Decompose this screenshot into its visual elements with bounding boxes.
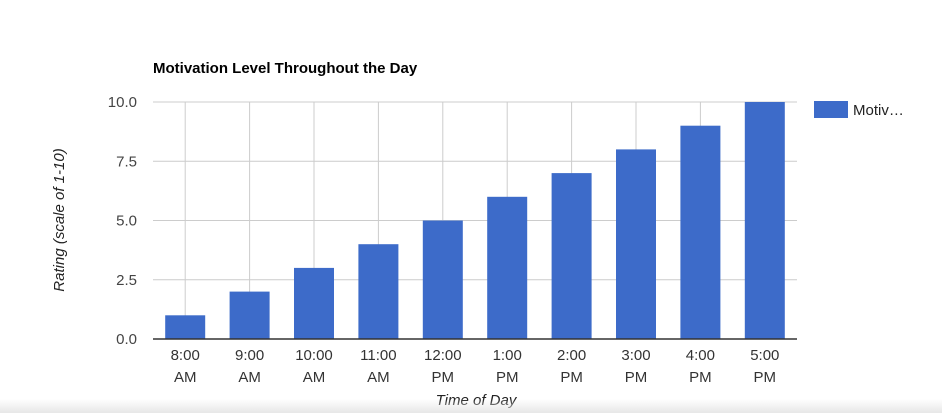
x-tick-label: 1:00 xyxy=(493,347,522,364)
y-tick-label: 0.0 xyxy=(116,331,137,348)
x-tick-label: 9:00 xyxy=(235,347,264,364)
bars xyxy=(165,102,785,339)
x-tick-label: 8:00 xyxy=(171,347,200,364)
bar xyxy=(680,125,721,339)
bar xyxy=(229,291,270,339)
legend-swatch xyxy=(814,101,848,118)
bar xyxy=(551,173,592,339)
y-tick-label: 2.5 xyxy=(116,272,137,289)
x-tick-label: 4:00 xyxy=(686,347,715,364)
y-tick-labels: 0.0 2.5 5.0 7.5 10.0 xyxy=(108,94,137,348)
x-tick-label: PM xyxy=(496,369,519,386)
x-tick-label: 2:00 xyxy=(557,347,586,364)
bar xyxy=(744,102,785,339)
legend-label: Motiv… xyxy=(853,102,904,119)
bar xyxy=(487,196,528,339)
x-tick-label: PM xyxy=(689,369,712,386)
x-tick-label: 10:00 xyxy=(295,347,333,364)
x-tick-label: 11:00 xyxy=(360,347,396,364)
x-tick-label: PM xyxy=(432,369,455,386)
bar xyxy=(165,315,206,339)
bottom-shade xyxy=(0,399,942,413)
bar xyxy=(294,267,334,339)
y-tick-label: 10.0 xyxy=(108,94,137,111)
legend: Motiv… xyxy=(814,101,904,119)
bar xyxy=(358,244,399,339)
y-tick-label: 7.5 xyxy=(116,153,137,170)
bar xyxy=(616,149,656,339)
x-tick-label: PM xyxy=(560,369,583,386)
x-tick-label: PM xyxy=(625,369,648,386)
x-tick-label: AM xyxy=(303,369,326,386)
x-tick-label: AM xyxy=(174,369,197,386)
x-tick-label: AM xyxy=(367,369,390,386)
x-tick-label: AM xyxy=(238,369,261,386)
bar xyxy=(422,220,463,339)
y-tick-label: 5.0 xyxy=(116,213,137,230)
x-tick-label: 3:00 xyxy=(621,347,650,364)
x-tick-labels: 8:00 AM 9:00 AM 10:00 AM 11:00 AM 12:00 PM 1:00 PM 2… xyxy=(171,347,780,386)
chart-title: Motivation Level Throughout the Day xyxy=(153,60,418,77)
x-tick-label: 5:00 xyxy=(750,347,779,364)
x-tick-label: 12:00 xyxy=(424,347,462,364)
x-tick-label: PM xyxy=(754,369,777,386)
y-axis-label: Rating (scale of 1-10) xyxy=(51,148,68,291)
